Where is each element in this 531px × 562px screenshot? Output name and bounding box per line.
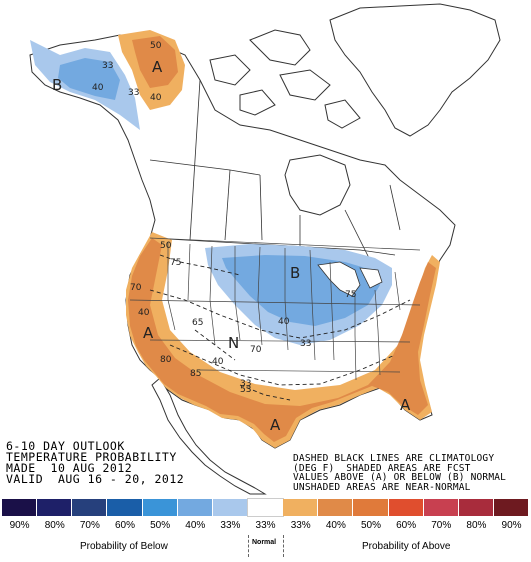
central-below-40-label: 40 (278, 317, 290, 327)
legend-percent-label: 50% (150, 520, 171, 531)
legend-swatch (142, 499, 178, 516)
legend-percent-label: 70% (79, 520, 100, 531)
note-block: DASHED BLACK LINES ARE CLIMATOLOGY (DEG … (291, 453, 509, 493)
legend-percent-labels: 90% 80% 70% 60% 50% 40% 33% 33% 33% 40% 50% 60% 70% 8… (2, 520, 529, 531)
climatology-lines (149, 254, 411, 401)
alaska-above-40-area (132, 36, 178, 88)
great-lakes (317, 261, 383, 297)
legend-swatch (353, 499, 389, 516)
title-line-3: MADE 10 AUG 2012 (6, 461, 133, 475)
note-line-2: (DEG F) SHADED AREAS ARE FCST (293, 462, 471, 474)
title-block: 6-10 DAY OUTLOOK TEMPERATURE PROBABILITY… (6, 439, 185, 486)
legend-swatch (37, 499, 73, 516)
probability-legend: 90% 80% 70% 60% 50% 40% 33% 33% 33% 40% 50% 60% 70% 8… (0, 498, 531, 562)
legend-swatch (318, 499, 354, 516)
clim-80-label: 80 (160, 355, 172, 365)
title-line-4: VALID AUG 16 - 20, 2012 (6, 472, 185, 486)
legend-swatch (212, 499, 248, 516)
legend-percent-label: 90% (501, 520, 522, 531)
alaska-below-40-label: 40 (92, 83, 104, 93)
hudson-bay (284, 154, 351, 216)
west-above-label: A (143, 324, 154, 342)
legend-normal-label: Normal (252, 539, 277, 546)
us-state-borders (129, 237, 421, 381)
legend-percent-label: 60% (396, 520, 417, 531)
note-line-3: VALUES ABOVE (A) OR BELOW (B) NORMAL (293, 472, 507, 483)
legend-swatch (388, 499, 424, 516)
clim-85-label: 85 (190, 369, 201, 379)
legend-swatch (458, 499, 494, 516)
south-33-label: 33 (240, 379, 251, 389)
legend-percent-label: 70% (431, 520, 452, 531)
alaska-above-33-label: 33 (128, 88, 139, 98)
legend-swatch (2, 499, 38, 516)
legend-swatch (423, 499, 459, 516)
greenland-outline (329, 3, 501, 137)
legend-percent-label: 90% (9, 520, 30, 531)
alaska-above-40-label: 40 (150, 93, 162, 103)
outlook-map: B 40 33 A 50 40 33 B 40 33 A 50 40 40 N … (29, 3, 501, 495)
arctic-islands-outline (209, 29, 361, 129)
alaska-below-label: B (52, 76, 62, 94)
southeast-above-label: A (400, 396, 411, 414)
legend-percent-label: 50% (360, 520, 381, 531)
legend-percent-label: 33% (290, 520, 311, 531)
legend-above-label: Probability of Above (362, 541, 451, 552)
note-line-4: UNSHADED AREAS ARE NEAR-NORMAL (293, 481, 471, 493)
conus-above-40-area (128, 238, 436, 442)
note-line-1: DASHED BLACK LINES ARE CLIMATOLOGY (293, 453, 495, 464)
normal-divider-left (248, 535, 249, 557)
clim-70b-label: 70 (250, 345, 262, 355)
texas-above-label: A (270, 416, 281, 434)
canada-borders (149, 79, 401, 261)
clim-65-label: 65 (192, 318, 203, 328)
legend-below-label: Probability of Below (80, 541, 168, 552)
legend-swatches (2, 498, 530, 517)
legend-swatch (283, 499, 319, 516)
clim-70-label: 70 (130, 283, 142, 293)
legend-swatch (177, 499, 213, 516)
mexico-outline (151, 377, 267, 495)
legend-swatch (107, 499, 143, 516)
central-below-33-label: 33 (300, 339, 311, 349)
legend-percent-label: 40% (185, 520, 206, 531)
clim-53-label: 53 (240, 385, 251, 395)
legend-swatch (246, 498, 285, 517)
southwest-40-label: 40 (212, 357, 224, 367)
central-below-label: B (290, 264, 300, 282)
legend-swatch (493, 499, 530, 516)
alaska-above-50-label: 50 (150, 41, 162, 51)
legend-swatch (72, 499, 108, 516)
southwest-normal-label: N (228, 334, 239, 352)
title-line-1: 6-10 DAY OUTLOOK (6, 439, 125, 453)
legend-percent-label: 80% (466, 520, 487, 531)
legend-percent-label: 80% (44, 520, 65, 531)
clim-75b-label: 75 (345, 290, 356, 300)
west-above-50-label: 50 (160, 241, 172, 251)
clim-75a-label: 75 (170, 258, 181, 268)
alaska-above-label: A (152, 58, 163, 76)
alaska-below-40-area (58, 58, 120, 100)
legend-percent-label: 40% (325, 520, 346, 531)
alaska-below-33-label: 33 (102, 61, 113, 71)
legend-percent-label: 60% (114, 520, 135, 531)
legend-percent-label: 33% (255, 520, 276, 531)
normal-divider-right (283, 535, 284, 557)
title-line-2: TEMPERATURE PROBABILITY (6, 450, 177, 464)
legend-percent-label: 33% (220, 520, 241, 531)
west-above-40-label: 40 (138, 308, 150, 318)
